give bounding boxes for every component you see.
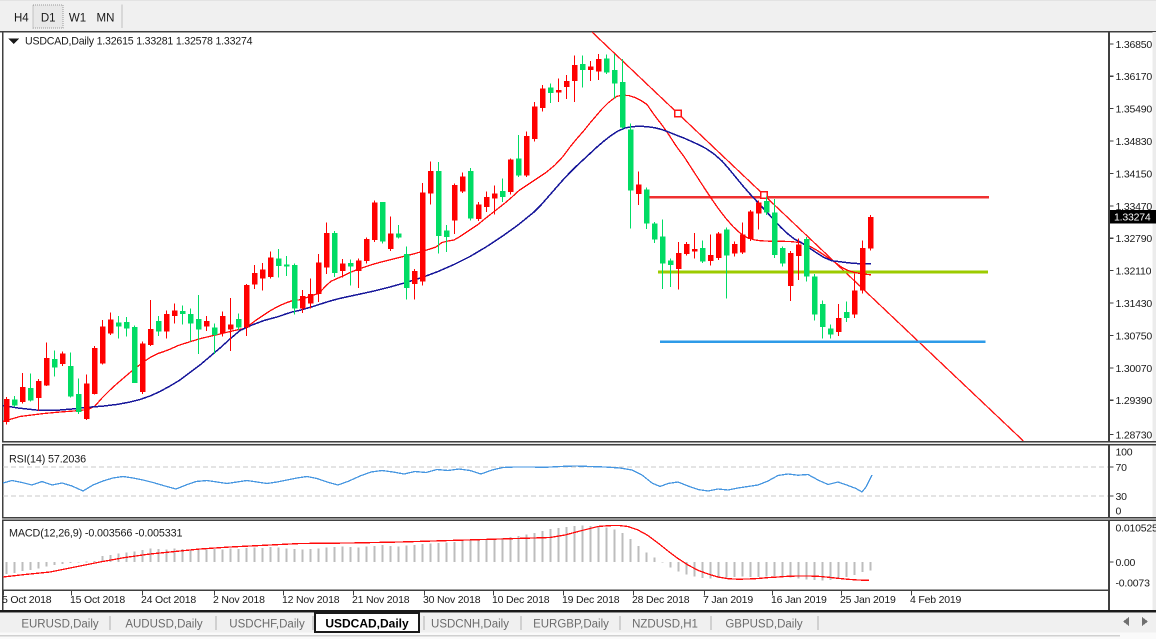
svg-text:-0.0073: -0.0073 xyxy=(1116,577,1151,589)
svg-text:RSI(14) 57.2036: RSI(14) 57.2036 xyxy=(9,454,86,466)
svg-text:USDCHF,Daily: USDCHF,Daily xyxy=(229,619,305,631)
svg-text:AUDUSD,Daily: AUDUSD,Daily xyxy=(125,619,203,631)
svg-text:1.33274: 1.33274 xyxy=(1114,212,1151,224)
svg-text:H4: H4 xyxy=(14,13,29,25)
svg-text:1.32110: 1.32110 xyxy=(1116,266,1152,278)
svg-text:GBPUSD,Daily: GBPUSD,Daily xyxy=(725,619,803,631)
svg-text:1.34830: 1.34830 xyxy=(1116,136,1153,148)
svg-text:1.36170: 1.36170 xyxy=(1116,71,1153,83)
svg-text:70: 70 xyxy=(1116,462,1128,474)
svg-text:1.29390: 1.29390 xyxy=(1116,395,1153,407)
svg-text:25 Jan 2019: 25 Jan 2019 xyxy=(840,594,896,606)
svg-text:MACD(12,26,9) -0.003566 -0.005: MACD(12,26,9) -0.003566 -0.005331 xyxy=(9,528,182,540)
svg-text:24 Oct 2018: 24 Oct 2018 xyxy=(141,594,196,606)
svg-text:USDCAD,Daily 1.32615 1.33281: USDCAD,Daily 1.32615 1.33281 1.32578 1.3… xyxy=(25,36,253,48)
svg-text:28 Dec 2018: 28 Dec 2018 xyxy=(632,594,690,606)
svg-text:NZDUSD,H1: NZDUSD,H1 xyxy=(632,619,698,631)
svg-text:1.36850: 1.36850 xyxy=(1116,39,1153,51)
svg-text:16 Jan 2019: 16 Jan 2019 xyxy=(771,594,827,606)
svg-text:30: 30 xyxy=(1116,491,1128,503)
svg-text:0.010525: 0.010525 xyxy=(1116,523,1156,535)
svg-text:1.32790: 1.32790 xyxy=(1116,233,1153,245)
svg-text:4 Feb 2019: 4 Feb 2019 xyxy=(910,594,961,606)
svg-text:12 Nov 2018: 12 Nov 2018 xyxy=(282,594,340,606)
svg-text:EURGBP,Daily: EURGBP,Daily xyxy=(533,619,609,631)
svg-text:15 Oct 2018: 15 Oct 2018 xyxy=(70,594,125,606)
svg-text:D1: D1 xyxy=(41,13,56,25)
svg-text:W1: W1 xyxy=(69,13,86,25)
svg-text:30 Nov 2018: 30 Nov 2018 xyxy=(423,594,481,606)
svg-text:2 Nov 2018: 2 Nov 2018 xyxy=(213,594,265,606)
svg-text:EURUSD,Daily: EURUSD,Daily xyxy=(21,619,99,631)
svg-text:1.33470: 1.33470 xyxy=(1116,201,1153,213)
svg-text:MN: MN xyxy=(97,13,115,25)
svg-text:0: 0 xyxy=(1116,506,1122,518)
svg-text:7 Jan 2019: 7 Jan 2019 xyxy=(703,594,753,606)
svg-text:19 Dec 2018: 19 Dec 2018 xyxy=(562,594,620,606)
svg-text:USDCAD,Daily: USDCAD,Daily xyxy=(325,617,409,631)
svg-text:10 Dec 2018: 10 Dec 2018 xyxy=(492,594,550,606)
svg-text:1.35490: 1.35490 xyxy=(1116,104,1153,116)
svg-text:1.34150: 1.34150 xyxy=(1116,168,1153,180)
svg-text:1.31430: 1.31430 xyxy=(1116,298,1153,310)
svg-text:1.30070: 1.30070 xyxy=(1116,363,1153,375)
svg-text:USDCNH,Daily: USDCNH,Daily xyxy=(431,619,509,631)
svg-text:21 Nov 2018: 21 Nov 2018 xyxy=(352,594,410,606)
svg-text:0.00: 0.00 xyxy=(1116,557,1136,569)
svg-text:1.30750: 1.30750 xyxy=(1116,330,1153,342)
svg-text:100: 100 xyxy=(1116,447,1133,459)
svg-text:5 Oct 2018: 5 Oct 2018 xyxy=(2,594,52,606)
svg-text:1.28730: 1.28730 xyxy=(1116,430,1153,442)
